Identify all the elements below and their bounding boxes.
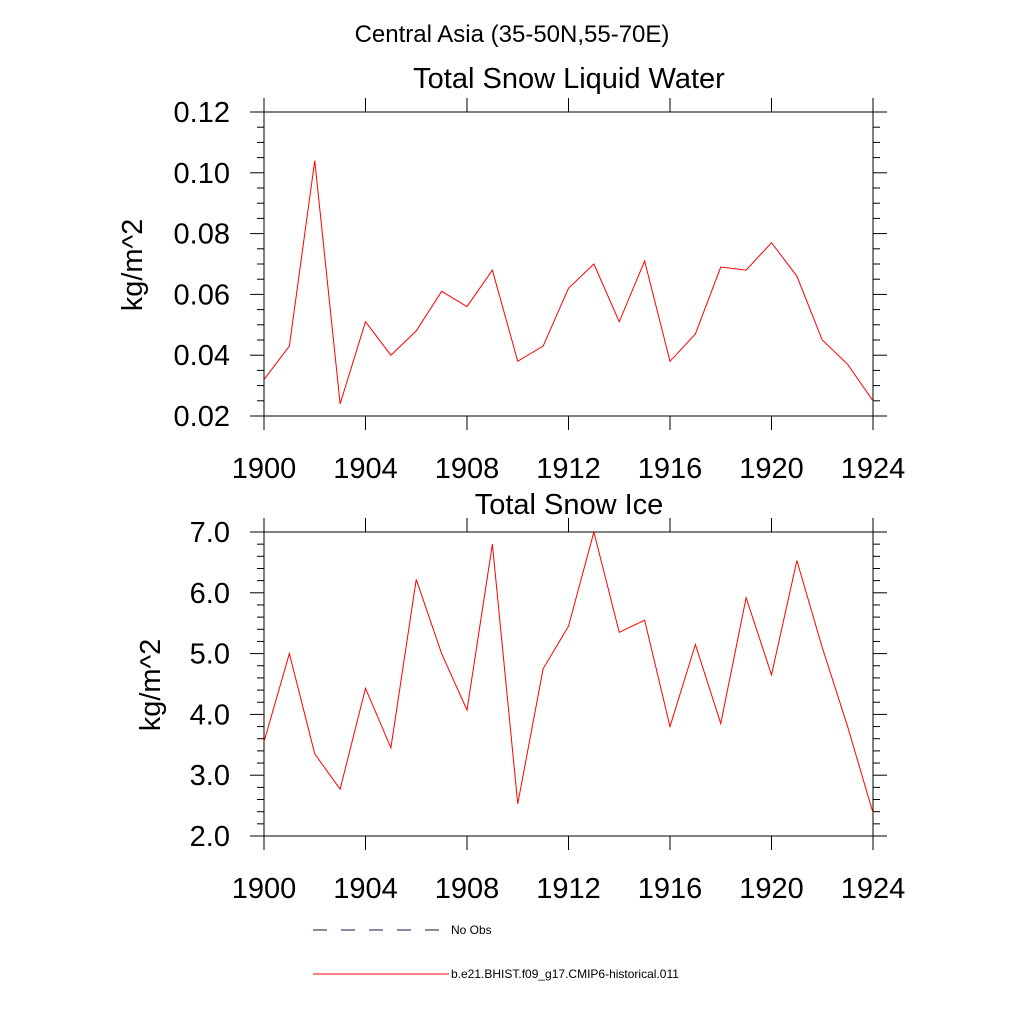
y-tick-label: 0.04 [174,340,230,372]
y-tick-label: 3.0 [190,760,230,792]
chart-title: Total Snow Liquid Water [413,63,725,95]
y-tick-label: 0.06 [174,279,230,311]
x-tick-label: 1904 [333,453,398,485]
y-tick-label: 2.0 [190,821,230,853]
y-axis-label: kg/m^2 [117,219,149,312]
y-tick-label: 0.12 [174,97,230,129]
y-tick-label: 6.0 [190,578,230,610]
chart-panel-snow-liquid-water: Total Snow Liquid Water kg/m^2 1900 1904 1… [117,63,905,485]
x-tick-label: 1924 [841,873,906,905]
legend: No Obs b.e21.BHIST.f09_g17.CMIP6-histori… [313,923,679,981]
y-tick-label: 5.0 [190,639,230,671]
x-tick-label: 1920 [739,453,804,485]
plot-frame [263,111,874,417]
x-tick-label: 1916 [638,873,703,905]
series-line [263,160,874,404]
x-tick-label: 1904 [333,873,398,905]
x-tick-label: 1908 [435,873,500,905]
y-tick-label: 7.0 [190,517,230,549]
chart-title: Total Snow Ice [475,489,664,521]
figure-title: Central Asia (35-50N,55-70E) [355,21,670,48]
x-tick-label: 1900 [232,873,297,905]
y-tick-label: 0.02 [174,401,230,433]
legend-label-model-run: b.e21.BHIST.f09_g17.CMIP6-historical.011 [451,967,679,981]
x-tick-label: 1912 [536,453,601,485]
x-tick-label: 1912 [536,873,601,905]
x-tick-label: 1924 [841,453,906,485]
x-tick-label: 1908 [435,453,500,485]
y-tick-label: 0.08 [174,219,230,251]
y-axis-label: kg/m^2 [135,639,167,732]
y-tick-label: 4.0 [190,699,230,731]
plot-frame [263,531,874,837]
legend-label-no-obs: No Obs [451,923,492,937]
y-tick-label: 0.10 [174,158,230,190]
x-tick-label: 1916 [638,453,703,485]
series-line [263,530,874,814]
x-tick-label: 1900 [232,453,297,485]
chart-panel-snow-ice: Total Snow Ice kg/m^2 1900 1904 1908 1912 19… [135,489,905,905]
x-tick-label: 1920 [739,873,804,905]
